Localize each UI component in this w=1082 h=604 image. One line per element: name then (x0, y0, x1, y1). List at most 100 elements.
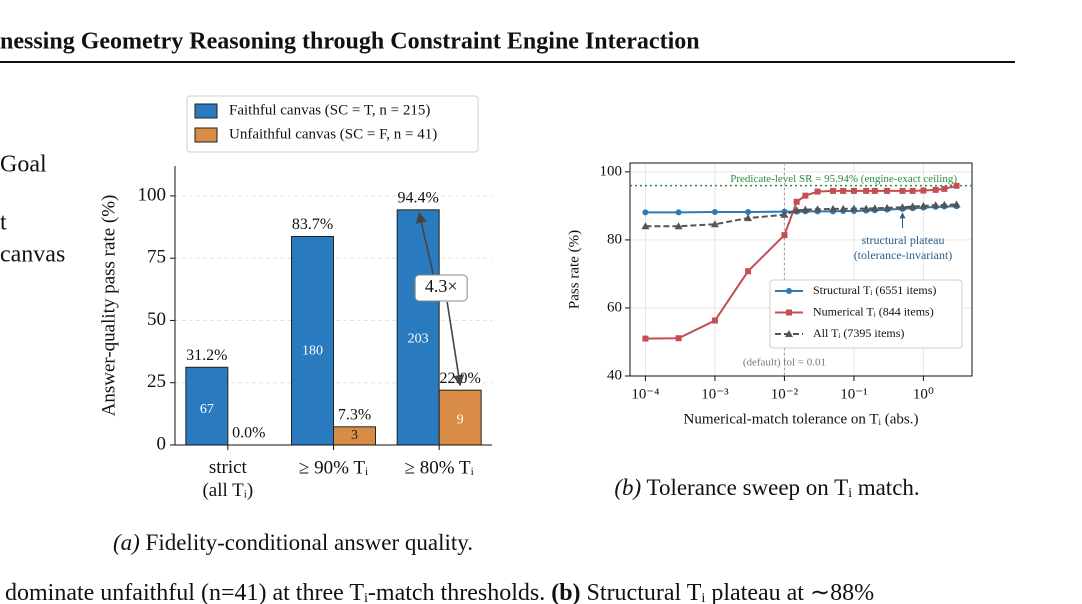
point (829, 187, 836, 194)
bar-count: 3 (351, 428, 358, 443)
y-tick-label: 75 (147, 247, 166, 268)
point (744, 214, 753, 222)
point (781, 232, 788, 239)
value-label: 83.7% (292, 216, 333, 233)
caption-part: dominate unfaithful (n=41) at three Tᵢ-m… (5, 580, 551, 604)
legend-box (186, 95, 479, 153)
footer-caption: dominate unfaithful (n=41) at three Tᵢ-m… (5, 580, 874, 604)
point (862, 204, 871, 212)
value-label: 31.2% (186, 347, 227, 364)
point (849, 204, 858, 212)
point (884, 187, 891, 194)
y-axis-label: Pass rate (%) (566, 230, 582, 309)
point (675, 335, 682, 342)
point (780, 210, 789, 218)
legend-label: Faithful canvas (SC = T, n = 215) (229, 102, 430, 118)
point (745, 208, 752, 215)
y-tick-label: 50 (147, 309, 166, 330)
y-tick-label: 0 (157, 433, 167, 454)
point (932, 186, 939, 193)
point (908, 202, 917, 210)
x-axis-label: Numerical-match tolerance on Tᵢ (abs.) (684, 411, 919, 427)
x-tick-label: 10⁻¹ (840, 386, 867, 402)
x-tick-label: ≥ 90% Tᵢ (299, 457, 368, 478)
annotation: structural plateau (tolerance-invariant) (854, 233, 953, 262)
point (931, 201, 940, 209)
legend-swatch (194, 103, 218, 119)
point (711, 208, 718, 215)
point (813, 205, 822, 213)
point (953, 182, 960, 189)
caption-text: Tolerance sweep on Tᵢ match. (641, 475, 919, 500)
bar (185, 366, 229, 446)
legend-marker (786, 309, 792, 316)
point (899, 187, 906, 194)
y-tick-label: 40 (607, 367, 622, 383)
point (814, 188, 821, 195)
point (641, 222, 650, 230)
bar (438, 389, 482, 446)
legend-swatch (194, 127, 218, 143)
point (920, 187, 927, 194)
legend-marker (786, 288, 792, 294)
point (940, 200, 949, 208)
header-title: nessing Geometry Reasoning through Const… (0, 29, 700, 55)
point (642, 209, 649, 216)
point (828, 204, 837, 212)
legend-label: Unfaithful canvas (SC = F, n = 41) (229, 126, 437, 142)
y-axis-label: Answer-quality pass rate (%) (98, 195, 119, 417)
margin-fragment: Goal (0, 152, 47, 178)
figure-caption: (a) Fidelity-conditional answer quality. (113, 530, 473, 555)
point (870, 204, 879, 212)
point (883, 203, 892, 211)
x-tick-label: strict (all Tᵢ) (202, 457, 253, 501)
series-line (645, 203, 957, 228)
bar (396, 209, 440, 446)
x-tick-label: 10⁻³ (701, 386, 729, 402)
x-tick-label: 10⁻² (771, 386, 799, 402)
bar-count: 9 (457, 413, 464, 428)
bar-count: 180 (302, 343, 323, 358)
legend-box (769, 279, 963, 349)
point (839, 204, 848, 212)
caption-part: (b) (551, 580, 580, 604)
annotation: 4.3× (425, 276, 458, 296)
default-tol-label: (default) tol = 0.01 (743, 357, 826, 369)
point (919, 201, 928, 209)
point (801, 205, 810, 213)
y-tick-label: 60 (607, 299, 622, 315)
point (840, 187, 847, 194)
caption-label: (a) (113, 530, 140, 555)
annotation-arrow (446, 301, 465, 387)
x-tick-label: 10⁻⁴ (631, 386, 659, 402)
point (863, 187, 870, 194)
point (898, 203, 907, 211)
point (792, 206, 801, 214)
y-tick-label: 100 (138, 184, 167, 205)
caption-part: Structural Tᵢ plateau at ∼88% (581, 580, 875, 604)
point (952, 200, 961, 208)
point (711, 317, 718, 324)
value-label: 94.4% (398, 190, 439, 207)
y-tick-label: 80 (607, 231, 622, 247)
point (675, 209, 682, 216)
annotation-arrow (415, 211, 434, 275)
annotation-box (414, 274, 468, 302)
bar-count: 67 (200, 402, 214, 417)
point (710, 220, 719, 228)
point (745, 268, 752, 275)
legend-label: Numerical Tᵢ (844 items) (813, 304, 934, 318)
point (850, 187, 857, 194)
figure-caption: (b) Tolerance sweep on Tᵢ match. (614, 475, 919, 500)
margin-fragment: t (0, 210, 7, 236)
ceiling-label: Predicate-level SR = 95.94% (engine-exac… (730, 173, 957, 185)
bar (291, 235, 334, 446)
legend-label: All Tᵢ (7395 items) (813, 326, 904, 340)
y-tick-label: 100 (600, 163, 623, 179)
point (941, 185, 948, 192)
caption-label: (b) (614, 475, 641, 500)
value-label: 0.0% (232, 425, 265, 442)
legend-marker (785, 330, 793, 337)
